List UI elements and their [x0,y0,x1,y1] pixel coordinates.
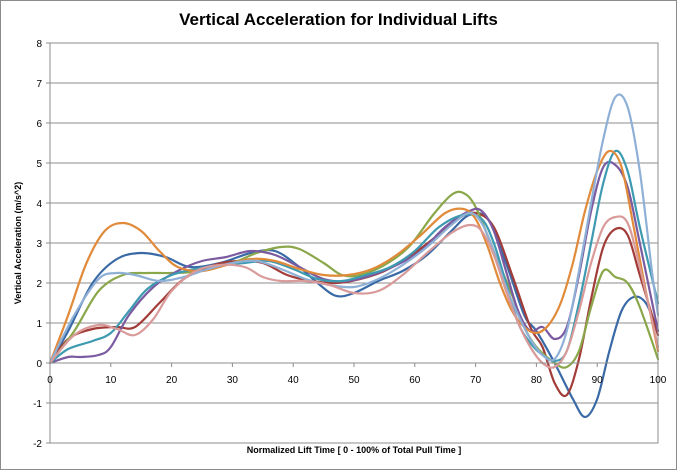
y-tick-label: 4 [36,199,42,210]
chart-title: Vertical Acceleration for Individual Lif… [179,10,498,29]
series-line-7 [48,93,660,365]
y-tick-label: 8 [36,39,42,50]
axes [46,42,659,444]
x-tick-label: 10 [105,375,117,386]
x-tick-label: 80 [531,375,543,386]
series-layer [48,93,660,419]
x-tick-label: 30 [227,375,239,386]
x-tick-label: 0 [47,375,53,386]
y-tick-label: 3 [36,239,42,250]
y-tick-label: -1 [33,399,42,410]
y-tick-label: 6 [36,119,42,130]
x-tick-label: 90 [592,375,604,386]
x-tick-label: 100 [650,375,667,386]
series-line-1 [48,212,660,419]
series-line-6 [48,149,660,365]
y-tick-label: 0 [36,359,42,370]
x-axis-label: Normalized Lift Time [ 0 - 100% of Total… [246,445,462,455]
plot-border [49,42,659,444]
y-tick-label: 5 [36,159,42,170]
series-line-2 [48,211,660,398]
x-tick-label: 20 [166,375,178,386]
x-tick-label: 60 [409,375,421,386]
y-tick-label: 1 [36,319,42,330]
x-tick-label: 70 [470,375,482,386]
y-tick-label: 2 [36,279,42,290]
y-tick-label: 7 [36,79,42,90]
x-tick-label: 50 [348,375,360,386]
x-tick-label: 40 [288,375,300,386]
series-line-8 [48,215,660,369]
y-tick-label: -2 [33,439,42,450]
